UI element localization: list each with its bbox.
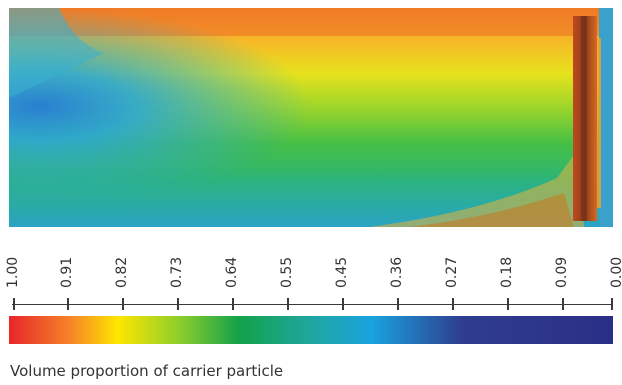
tick-mark <box>287 298 289 310</box>
tick-mark <box>342 298 344 310</box>
tick-mark <box>507 298 509 310</box>
tick-mark <box>562 298 564 310</box>
scale-baseline <box>12 304 612 305</box>
color-gradient-bar <box>9 316 613 344</box>
tick-mark <box>232 298 234 310</box>
tick-mark <box>397 298 399 310</box>
legend-caption: Volume proportion of carrier particle <box>10 362 284 380</box>
tick-mark <box>13 298 15 310</box>
color-scale-legend: 1.00 0.91 0.82 0.73 0.64 0.55 0.45 0.36 … <box>0 236 622 348</box>
tick-mark <box>611 298 613 310</box>
tick-mark <box>177 298 179 310</box>
tick-mark <box>452 298 454 310</box>
tick-mark <box>67 298 69 310</box>
tick-mark <box>122 298 124 310</box>
simulation-contour-plot <box>9 8 613 227</box>
